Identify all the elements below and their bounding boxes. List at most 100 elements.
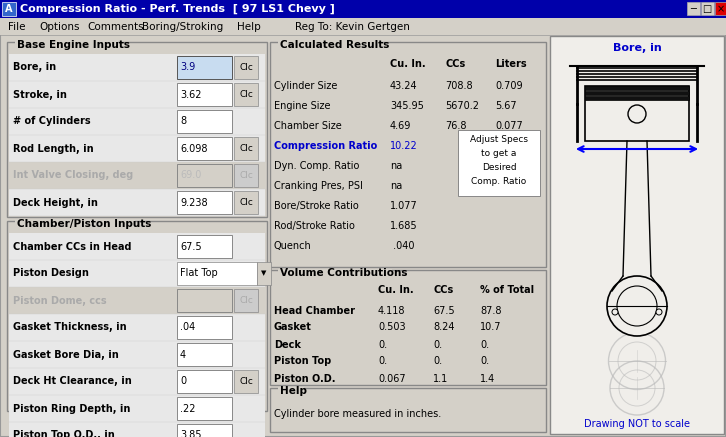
- Text: A: A: [5, 4, 13, 14]
- Text: Bore, in: Bore, in: [613, 43, 661, 53]
- Bar: [177, 137, 232, 160]
- Bar: [234, 370, 258, 393]
- Bar: [234, 56, 258, 79]
- Bar: [270, 388, 546, 432]
- Text: Rod Length, in: Rod Length, in: [13, 143, 94, 153]
- Text: 3.62: 3.62: [180, 90, 202, 100]
- Text: Bore/Stroke Ratio: Bore/Stroke Ratio: [274, 201, 359, 211]
- Text: ▼: ▼: [261, 271, 266, 277]
- Text: Stroke, in: Stroke, in: [13, 90, 67, 100]
- Text: Options: Options: [39, 22, 80, 32]
- Circle shape: [612, 309, 618, 315]
- Text: Clc: Clc: [239, 377, 253, 386]
- Text: 87.8: 87.8: [480, 305, 502, 316]
- Text: Deck Ht Clearance, in: Deck Ht Clearance, in: [13, 377, 131, 386]
- Text: 0.: 0.: [480, 357, 489, 367]
- Bar: [177, 424, 232, 437]
- Text: Clc: Clc: [239, 144, 253, 153]
- Text: 0.067: 0.067: [378, 374, 406, 384]
- Text: 0.077: 0.077: [495, 121, 523, 131]
- Text: 1.4: 1.4: [480, 374, 495, 384]
- Text: ×: ×: [717, 4, 725, 14]
- Text: Compression Ratio: Compression Ratio: [274, 141, 378, 151]
- Bar: [9, 135, 265, 162]
- Text: .22: .22: [180, 403, 195, 413]
- Text: Piston Ring Depth, in: Piston Ring Depth, in: [13, 403, 131, 413]
- Bar: [234, 289, 258, 312]
- Text: Drawing NOT to scale: Drawing NOT to scale: [584, 419, 690, 429]
- Text: Piston Top: Piston Top: [274, 357, 331, 367]
- Text: Cu. In.: Cu. In.: [390, 59, 425, 69]
- Bar: [234, 137, 258, 160]
- Text: Clc: Clc: [239, 63, 253, 72]
- Text: Liters: Liters: [495, 59, 526, 69]
- Bar: [270, 270, 546, 385]
- Bar: [177, 262, 257, 285]
- Bar: [9, 368, 265, 395]
- Bar: [0, 0, 726, 18]
- Text: 0.: 0.: [378, 357, 387, 367]
- Text: 5670.2: 5670.2: [445, 101, 479, 111]
- Bar: [234, 164, 258, 187]
- Text: CCs: CCs: [445, 59, 465, 69]
- Bar: [177, 164, 232, 187]
- Text: Gasket Bore Dia, in: Gasket Bore Dia, in: [13, 350, 119, 360]
- Text: Engine Size: Engine Size: [274, 101, 330, 111]
- Text: 5.67: 5.67: [495, 101, 517, 111]
- Bar: [9, 162, 265, 189]
- Bar: [278, 41, 381, 50]
- Text: Chamber Size: Chamber Size: [274, 121, 342, 131]
- Bar: [15, 41, 118, 50]
- Bar: [234, 191, 258, 214]
- Bar: [278, 269, 392, 278]
- Bar: [9, 54, 265, 81]
- Bar: [0, 18, 726, 35]
- Text: # of Cylinders: # of Cylinders: [13, 117, 91, 126]
- Text: na: na: [390, 161, 402, 171]
- Text: Head Chamber: Head Chamber: [274, 305, 355, 316]
- Bar: [278, 387, 304, 396]
- Text: 345.95: 345.95: [390, 101, 424, 111]
- Bar: [7, 42, 267, 217]
- Text: Rod/Stroke Ratio: Rod/Stroke Ratio: [274, 221, 355, 231]
- Text: 8.24: 8.24: [433, 323, 454, 333]
- Text: 4.118: 4.118: [378, 305, 406, 316]
- Text: 6.098: 6.098: [180, 143, 208, 153]
- Circle shape: [607, 276, 667, 336]
- Text: 67.5: 67.5: [433, 305, 454, 316]
- Text: 1.077: 1.077: [390, 201, 417, 211]
- Text: 0: 0: [180, 377, 186, 386]
- Text: Help: Help: [237, 22, 261, 32]
- Circle shape: [628, 105, 646, 123]
- Bar: [9, 260, 265, 287]
- Text: Desired: Desired: [481, 163, 516, 173]
- Text: Comp. Ratio: Comp. Ratio: [471, 177, 526, 187]
- Text: 76.8: 76.8: [445, 121, 467, 131]
- Bar: [9, 287, 265, 314]
- Bar: [9, 395, 265, 422]
- Text: 10.22: 10.22: [390, 141, 417, 151]
- Bar: [177, 343, 232, 366]
- Text: Comments: Comments: [88, 22, 144, 32]
- Text: Gasket: Gasket: [274, 323, 312, 333]
- Bar: [177, 316, 232, 339]
- Text: 1.685: 1.685: [390, 221, 417, 231]
- Text: Cranking Pres, PSI: Cranking Pres, PSI: [274, 181, 363, 191]
- Text: 708.8: 708.8: [445, 81, 473, 91]
- Text: 0.: 0.: [378, 340, 387, 350]
- Text: Flat Top: Flat Top: [180, 268, 218, 278]
- Text: 10.7: 10.7: [480, 323, 502, 333]
- Text: Cylinder Size: Cylinder Size: [274, 81, 338, 91]
- Bar: [550, 36, 724, 434]
- Bar: [2, 2, 16, 16]
- Text: 69.0: 69.0: [180, 170, 201, 180]
- Bar: [585, 96, 689, 100]
- Bar: [177, 397, 232, 420]
- Text: 4: 4: [180, 350, 186, 360]
- Bar: [234, 83, 258, 106]
- Text: 8: 8: [180, 117, 186, 126]
- Text: 0.: 0.: [433, 357, 442, 367]
- Text: Deck Height, in: Deck Height, in: [13, 198, 98, 208]
- Text: Adjust Specs: Adjust Specs: [470, 135, 528, 145]
- Text: Piston Top O.D., in: Piston Top O.D., in: [13, 430, 115, 437]
